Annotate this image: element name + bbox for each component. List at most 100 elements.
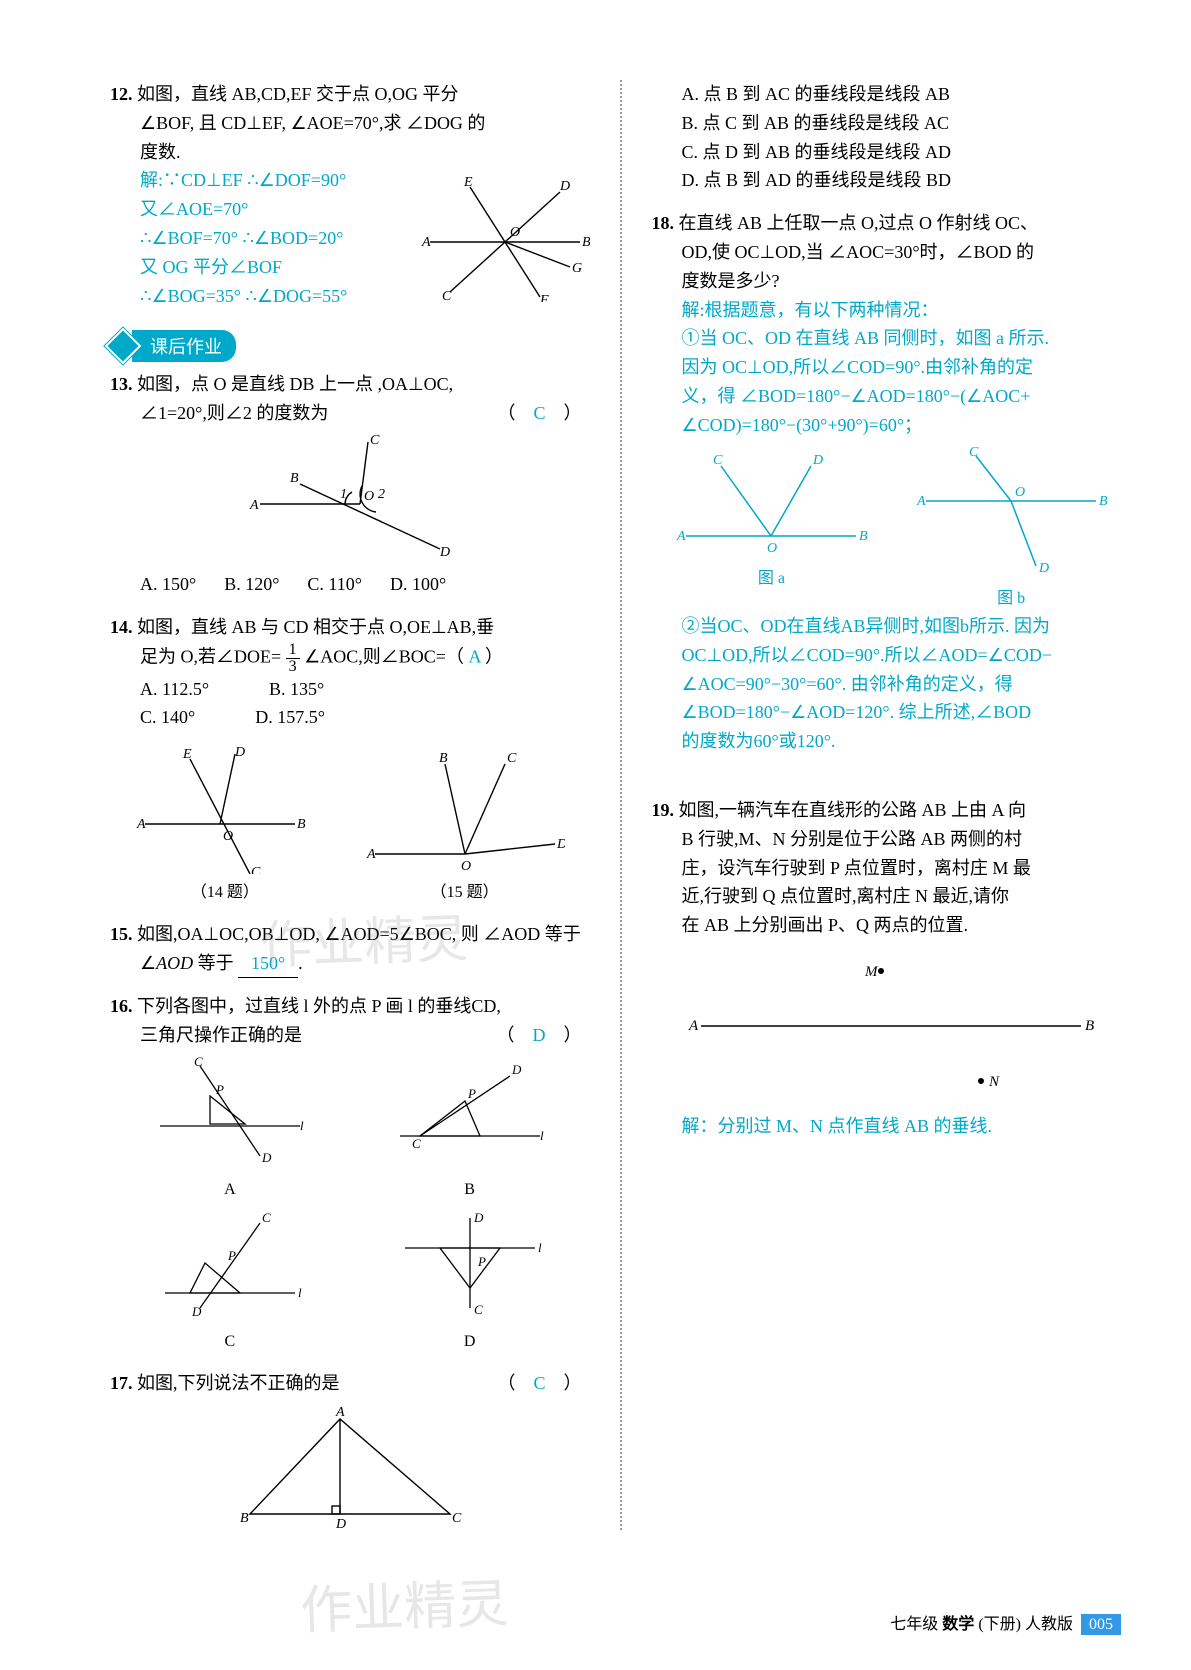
q18-c1-1: ①当 OC、OD 在直线 AB 同侧时，如图 a 所示.	[682, 324, 1132, 353]
q15-answer: 150°	[238, 949, 298, 979]
svg-text:A: A	[249, 498, 259, 513]
svg-text:N: N	[988, 1074, 1000, 1090]
q17-options: A. 点 B 到 AC 的垂线段是线段 AB B. 点 C 到 AB 的垂线段是…	[682, 80, 1132, 195]
svg-text:C: C	[442, 289, 452, 302]
svg-text:D: D	[473, 1210, 484, 1225]
q13-line1: 如图，点 O 是直线 DB 上一点 ,OA⊥OC,	[137, 374, 453, 394]
svg-text:A: A	[421, 235, 431, 250]
q18-number: 18.	[652, 213, 675, 233]
question-15: 15. 如图,OA⊥OC,OB⊥OD, ∠AOD=5∠BOC, 则 ∠AOD 等…	[110, 920, 590, 979]
q13-answer: C	[533, 403, 545, 423]
svg-text:A: A	[916, 494, 926, 509]
question-17: 17. 如图,下列说法不正确的是 （ C ） AB CD	[110, 1369, 590, 1534]
svg-text:C: C	[969, 446, 979, 460]
q18-sol-intro: 解:根据题意，有以下两种情况：	[682, 296, 1132, 325]
svg-text:C: C	[370, 434, 380, 448]
svg-text:B: B	[582, 235, 590, 250]
svg-text:D: D	[191, 1304, 202, 1318]
q18-c2-3: ∠AOC=90°−30°=60°. 由邻补角的定义，得	[682, 670, 1132, 699]
svg-text:A: A	[676, 529, 686, 544]
q14-figure-wrap: AB ED CO （14 题）	[135, 738, 315, 906]
question-14: 14. 如图，直线 AB 与 CD 相交于点 O,OE⊥AB,垂 足为 O,若∠…	[110, 613, 590, 906]
q14-line2c: ）	[485, 646, 503, 666]
q18-c1-3: 义，得 ∠BOD=180°−∠AOD=180°−(∠AOC+	[682, 382, 1132, 411]
question-13: 13. 如图，点 O 是直线 DB 上一点 ,OA⊥OC, ∠1=20°,则∠2…	[110, 370, 590, 598]
q12-number: 12.	[110, 84, 133, 104]
q18-figure-a: AB CD O	[671, 446, 871, 556]
svg-text:O: O	[510, 225, 520, 240]
svg-text:A: A	[136, 817, 146, 832]
q14-fraction: 1 3	[286, 642, 300, 675]
svg-text:F: F	[539, 293, 549, 302]
q14-caption: （14 题）	[135, 880, 315, 906]
q19-number: 19.	[652, 800, 675, 820]
q16-number: 16.	[110, 996, 133, 1016]
q12-sol-4: 又 OG 平分∠BOF	[140, 253, 420, 282]
q13-line2: ∠1=20°,则∠2 的度数为	[140, 403, 328, 423]
question-12: 12. 如图，直线 AB,CD,EF 交于点 O,OG 平分 ∠BOF, 且 C…	[110, 80, 590, 310]
q13-opt-b: B. 120°	[224, 570, 279, 599]
svg-text:O: O	[461, 859, 471, 874]
q14-line1: 如图，直线 AB 与 CD 相交于点 O,OE⊥AB,垂	[137, 617, 494, 637]
q14-opt-b: B. 135°	[269, 679, 324, 699]
svg-text:D: D	[812, 453, 823, 468]
q14-opt-d: D. 157.5°	[255, 707, 325, 727]
q12-line1: 如图，直线 AB,CD,EF 交于点 O,OG 平分	[137, 84, 459, 104]
q13-options: A. 150° B. 120° C. 110° D. 100°	[140, 570, 590, 599]
q18-cap-a: 图 a	[671, 566, 871, 592]
q15-figure-wrap: AB CD O （15 题）	[365, 738, 565, 906]
q18-c2-4: ∠BOD=180°−∠AOD=120°. 综上所述,∠BOD	[682, 698, 1132, 727]
q19-line1: 如图,一辆汽车在直线形的公路 AB 上由 A 向	[679, 800, 1027, 820]
svg-text:P: P	[477, 1254, 486, 1269]
svg-text:D: D	[234, 745, 245, 760]
q14-opt-a: A. 112.5°	[140, 679, 209, 699]
svg-text:l: l	[298, 1285, 302, 1300]
q13-number: 13.	[110, 374, 133, 394]
q19-figure: A B M N	[681, 946, 1101, 1106]
q15-caption: （15 题）	[365, 880, 565, 906]
svg-text:C: C	[251, 865, 261, 874]
svg-text:D: D	[335, 1517, 346, 1532]
q14-frac-num: 1	[286, 642, 300, 659]
q19-line3: 庄，设汽车行驶到 P 点位置时，离村庄 M 最	[682, 854, 1132, 883]
q17-opt-d: D. 点 B 到 AD 的垂线段是线段 BD	[682, 166, 1132, 195]
q18-line1: 在直线 AB 上任取一点 O,过点 O 作射线 OC、	[679, 213, 1039, 233]
question-16: 16. 下列各图中，过直线 l 外的点 P 画 l 的垂线CD, 三角尺操作正确…	[110, 992, 590, 1354]
svg-text:C: C	[194, 1056, 203, 1069]
svg-text:D: D	[1038, 561, 1049, 576]
q13-opt-a: A. 150°	[140, 570, 196, 599]
q14-answer: A	[468, 646, 480, 666]
footer-volume: (下册)	[978, 1616, 1021, 1633]
question-18: 18. 在直线 AB 上任取一点 O,过点 O 作射线 OC、 OD,使 OC⊥…	[652, 209, 1132, 756]
svg-text:B: B	[297, 817, 306, 832]
q19-line2: B 行驶,M、N 分别是位于公路 AB 两侧的村	[682, 825, 1132, 854]
q14-number: 14.	[110, 617, 133, 637]
badge-text: 课后作业	[132, 330, 236, 362]
q16-label-a: A	[150, 1177, 310, 1203]
question-19: 19. 如图,一辆汽车在直线形的公路 AB 上由 A 向 B 行驶,M、N 分别…	[652, 796, 1132, 1141]
svg-text:M: M	[864, 964, 879, 980]
q18-c1-2: 因为 OC⊥OD,所以∠COD=90°.由邻补角的定	[682, 353, 1132, 382]
q19-line4: 近,行驶到 Q 点位置时,离村庄 N 最近,请你	[682, 882, 1132, 911]
svg-text:l: l	[538, 1240, 542, 1255]
svg-text:E: E	[182, 747, 192, 762]
svg-text:l: l	[540, 1128, 544, 1143]
q17-opt-a: A. 点 B 到 AC 的垂线段是线段 AB	[682, 80, 1132, 109]
q12-figure: AB DC EF GO	[420, 172, 590, 302]
svg-text:G: G	[572, 261, 582, 276]
section-badge: 课后作业	[110, 330, 236, 362]
q15-text: 如图,OA⊥OC,OB⊥OD, ∠AOD=5∠BOC, 则 ∠AOD 等于	[137, 924, 581, 944]
q18-c1-4: ∠COD)=180°−(30°+90°)=60°；	[682, 411, 1132, 440]
q18-c2-2: OC⊥OD,所以∠COD=90°.所以∠AOD=∠COD−	[682, 641, 1132, 670]
right-column: A. 点 B 到 AC 的垂线段是线段 AB B. 点 C 到 AB 的垂线段是…	[652, 80, 1132, 1550]
svg-text:D: D	[261, 1150, 272, 1165]
svg-text:A: A	[688, 1018, 699, 1034]
q12-line3: 度数.	[140, 138, 590, 167]
q17-figure: AB CD	[220, 1404, 480, 1534]
svg-text:1: 1	[340, 487, 347, 502]
q18-line2: OD,使 OC⊥OD,当 ∠AOC=30°时，∠BOD 的	[682, 238, 1132, 267]
q14-figure: AB ED CO	[135, 744, 315, 874]
svg-text:P: P	[227, 1248, 236, 1263]
svg-text:B: B	[1085, 1018, 1094, 1034]
q18-solution: 解:根据题意，有以下两种情况： ①当 OC、OD 在直线 AB 同侧时，如图 a…	[682, 296, 1132, 440]
